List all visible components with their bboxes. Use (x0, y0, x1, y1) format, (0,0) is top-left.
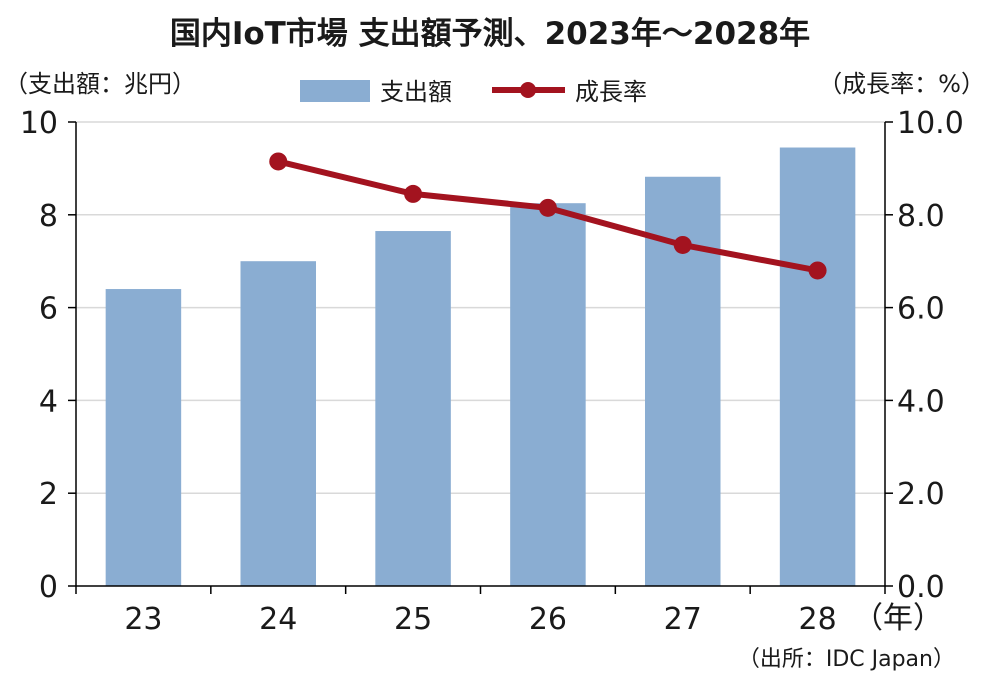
left-tick-label: 10 (20, 106, 58, 141)
bar-spend (510, 203, 586, 586)
x-tick-label: 23 (124, 602, 162, 637)
legend-swatch-spend (300, 80, 370, 102)
x-tick-label: 28 (798, 602, 836, 637)
right-tick-label: 0.0 (897, 570, 945, 605)
source-note: （出所：IDC Japan） (738, 647, 955, 672)
growth-point (404, 184, 423, 203)
x-tick-label: 27 (664, 602, 702, 637)
right-tick-label: 10.0 (897, 106, 964, 141)
right-tick-label: 2.0 (897, 477, 945, 512)
left-axis-unit: （支出額：兆円） (4, 70, 196, 98)
chart-title: 国内IoT市場 支出額予測、2023年～2028年 (170, 16, 810, 52)
right-tick-label: 8.0 (897, 199, 945, 234)
bar-spend (240, 261, 317, 586)
right-axis-unit: （成長率：%） (818, 70, 985, 98)
x-tick-label: 26 (529, 602, 567, 637)
bar-series (105, 147, 856, 587)
x-axis-unit: （年） (853, 601, 943, 636)
growth-point (673, 235, 692, 254)
axes (68, 121, 893, 594)
left-tick-label: 8 (39, 199, 58, 234)
bar-spend (779, 147, 856, 586)
bar-spend (375, 231, 451, 587)
legend-swatch-growth-marker (520, 82, 536, 98)
left-tick-label: 2 (39, 477, 58, 512)
right-tick-label: 6.0 (897, 292, 945, 327)
x-tick-label: 24 (259, 602, 297, 637)
legend-label-spend: 支出額 (380, 78, 452, 106)
left-tick-label: 6 (39, 292, 58, 327)
gridlines (76, 121, 885, 494)
growth-point (538, 198, 557, 217)
x-tick-label: 25 (394, 602, 432, 637)
legend: 支出額 成長率 (300, 78, 647, 106)
left-tick-label: 4 (39, 384, 58, 419)
legend-label-growth: 成長率 (575, 78, 647, 106)
growth-point (808, 261, 827, 280)
left-tick-label: 0 (39, 570, 58, 605)
right-tick-label: 4.0 (897, 384, 945, 419)
line-series (269, 152, 827, 280)
growth-point (269, 152, 288, 171)
bar-spend (105, 289, 182, 586)
